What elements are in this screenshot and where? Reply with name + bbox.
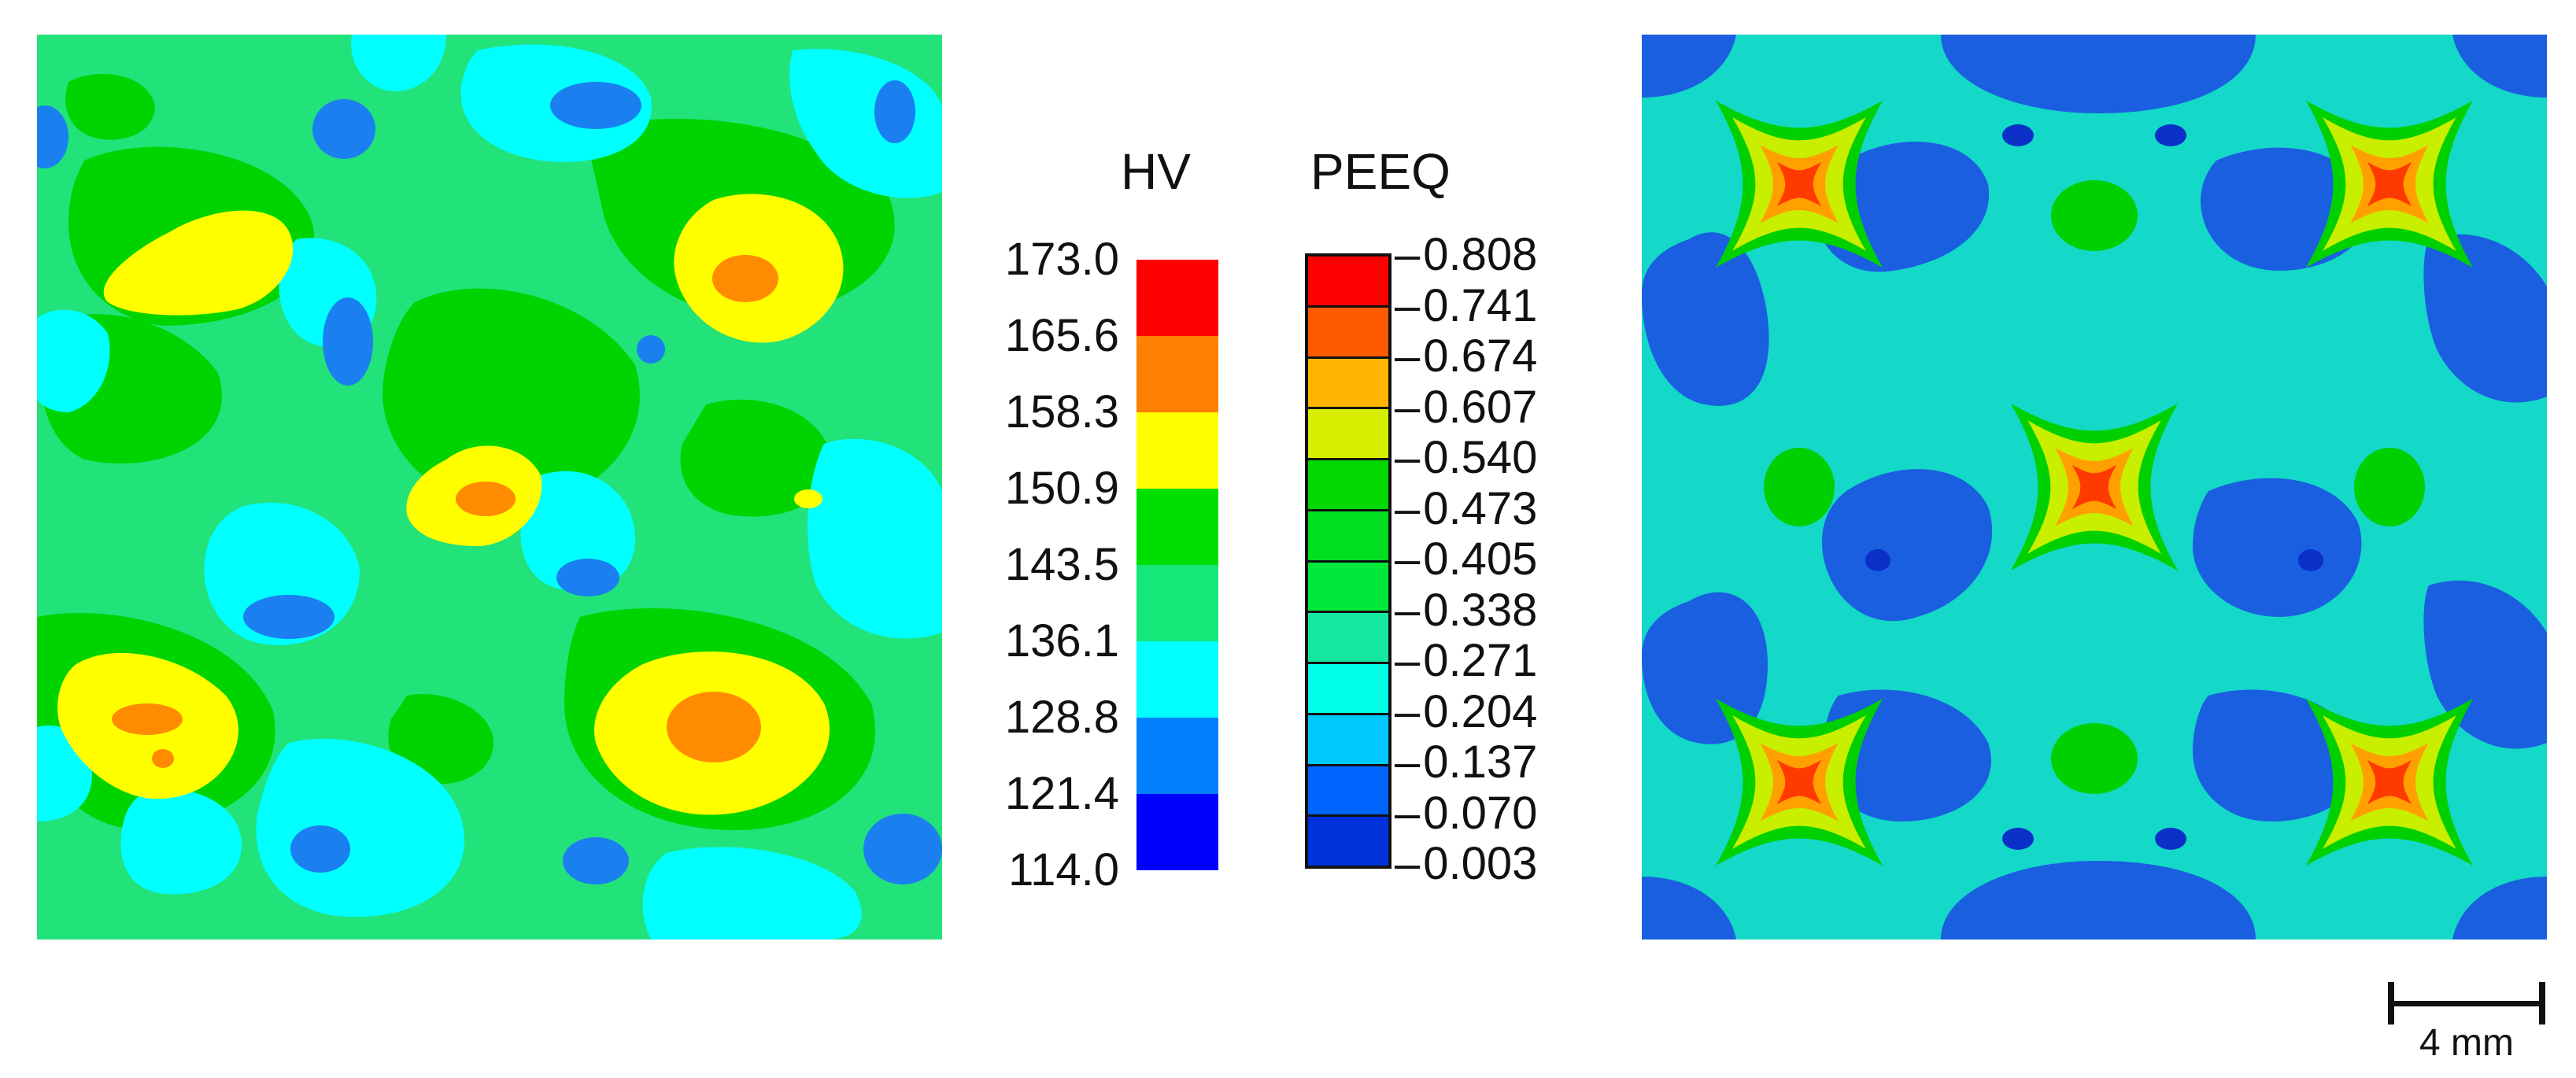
peeq-band-11	[1308, 817, 1388, 866]
peeq-band-5	[1308, 511, 1388, 563]
hv-contour-svg	[37, 35, 942, 940]
peeq-contour-svg	[1642, 35, 2547, 940]
peeq-band-0	[1308, 257, 1388, 308]
peeq-tick-label: 0.204	[1388, 689, 1552, 735]
hv-tick-label: 165.6	[1004, 310, 1119, 361]
peeq-tick-label: 0.137	[1388, 740, 1552, 785]
peeq-tick-label: 0.338	[1388, 587, 1552, 633]
hv-band-0	[1136, 260, 1218, 336]
hv-band-3	[1136, 489, 1218, 565]
peeq-dark-blue-spots	[1865, 124, 2323, 850]
scale-bar-label: 4 mm	[2419, 1022, 2514, 1064]
peeq-band-1	[1308, 307, 1388, 359]
scale-bar-right-cap	[2539, 982, 2545, 1024]
peeq-tick-label: 0.741	[1388, 282, 1552, 329]
hv-contour-map	[37, 35, 942, 940]
peeq-contour-map	[1642, 35, 2547, 940]
scale-bar	[2388, 979, 2545, 1026]
hv-tick-label: 158.3	[1004, 386, 1119, 437]
peeq-tick-label: 0.674	[1388, 334, 1552, 379]
peeq-tick-label: 0.405	[1388, 537, 1552, 582]
peeq-tick-label: 0.271	[1388, 638, 1552, 684]
hv-tick-label: 143.5	[1004, 539, 1119, 590]
hv-band-6	[1136, 718, 1218, 794]
peeq-green-circles	[1764, 180, 2425, 794]
hv-orange-cores	[112, 255, 778, 768]
hv-tick-label: 173.0	[1004, 234, 1119, 285]
peeq-band-6	[1308, 562, 1388, 614]
peeq-tick-label: 0.003	[1388, 841, 1552, 887]
hv-band-1	[1136, 336, 1218, 412]
hv-tick-label: 136.1	[1004, 615, 1119, 666]
hv-tick-label: 150.9	[1004, 463, 1119, 514]
hv-tick-label: 114.0	[1008, 844, 1119, 895]
hv-color-bar	[1136, 260, 1218, 870]
peeq-band-8	[1308, 664, 1388, 715]
hv-tick-label: 121.4	[1004, 768, 1119, 819]
peeq-tick-label: 0.607	[1388, 384, 1552, 430]
peeq-band-4	[1308, 460, 1388, 511]
hv-blue-spots	[37, 80, 942, 884]
scale-bar-left-cap	[2388, 982, 2394, 1024]
peeq-band-10	[1308, 766, 1388, 818]
peeq-tick-label: 0.808	[1388, 232, 1552, 278]
peeq-band-2	[1308, 358, 1388, 410]
peeq-color-bar	[1305, 253, 1391, 869]
hv-band-5	[1136, 641, 1218, 718]
peeq-band-3	[1308, 409, 1388, 460]
scale-bar-line	[2388, 1001, 2545, 1006]
peeq-band-7	[1308, 613, 1388, 664]
peeq-tick-label: 0.540	[1388, 435, 1552, 481]
hv-tick-label: 128.8	[1004, 692, 1119, 743]
peeq-band-9	[1308, 714, 1388, 766]
peeq-tick-label: 0.473	[1388, 485, 1552, 532]
hv-legend-title: HV	[1121, 143, 1191, 200]
peeq-tick-label: 0.070	[1388, 790, 1552, 836]
hv-band-7	[1136, 794, 1218, 870]
peeq-legend-title: PEEQ	[1310, 143, 1451, 200]
hv-band-4	[1136, 565, 1218, 641]
hv-band-2	[1136, 412, 1218, 489]
